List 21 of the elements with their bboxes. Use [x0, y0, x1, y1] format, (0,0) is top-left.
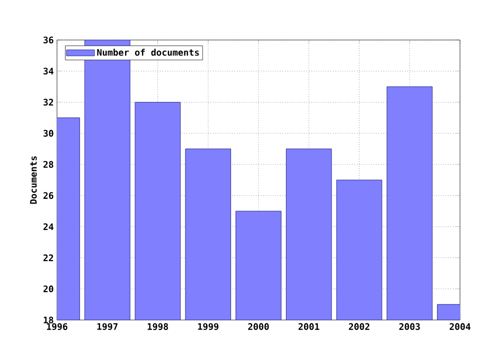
x-tick-label: 2004 [450, 323, 470, 330]
legend-label: Number of documents [97, 48, 199, 56]
y-tick-label: 18 [44, 316, 54, 324]
x-tick-label: 1999 [198, 323, 218, 330]
y-tick-label: 24 [43, 223, 54, 230]
x-tick-label: 2002 [348, 323, 370, 330]
x-tick-label: 2003 [399, 323, 420, 330]
y-tick-label: 34 [44, 68, 54, 75]
y-axis-title: Documents [30, 156, 37, 204]
x-tick-label: 2000 [248, 323, 269, 330]
y-tick-label: 22 [43, 254, 54, 262]
y-tick-label: 20 [43, 285, 54, 292]
x-tick-label: 1996 [47, 323, 68, 330]
y-tick-label: 30 [44, 130, 54, 137]
x-tick-label: 2001 [298, 323, 320, 330]
x-tick-label: 1997 [97, 323, 118, 330]
x-tick-label: 1998 [148, 323, 168, 330]
y-tick-label: 32 [44, 98, 54, 106]
y-tick-label: 26 [43, 192, 54, 199]
y-tick-label: 28 [43, 161, 54, 168]
y-tick-label: 36 [44, 36, 54, 44]
